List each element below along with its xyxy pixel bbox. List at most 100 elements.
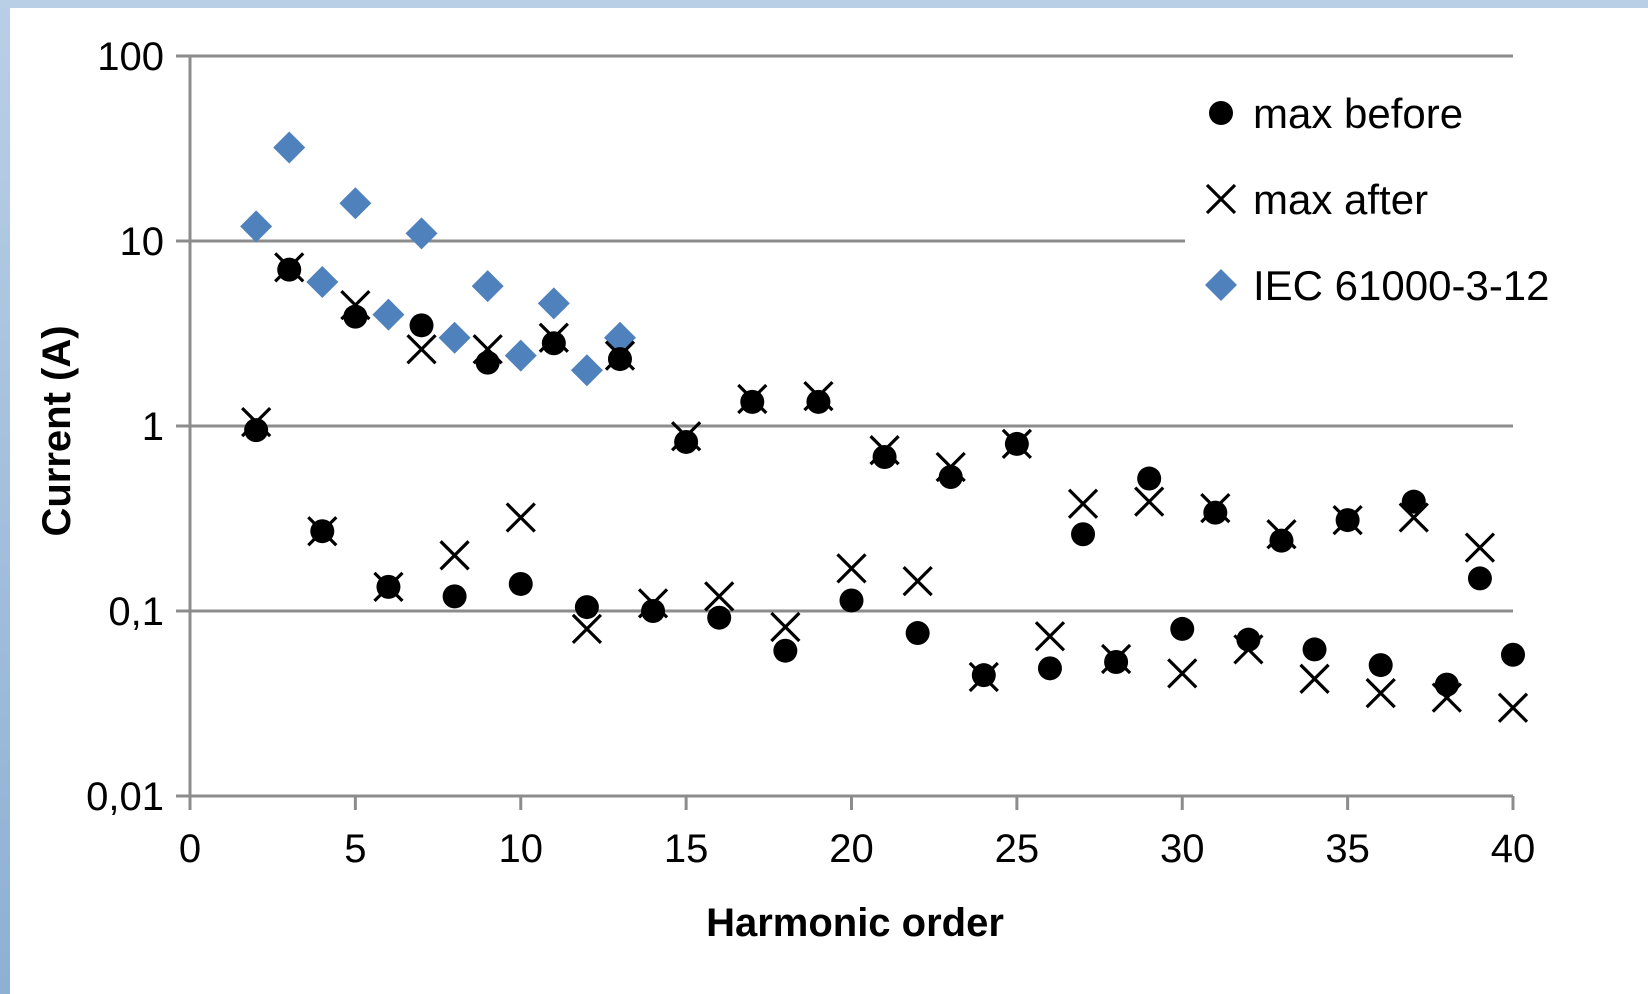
point-cross — [770, 611, 801, 643]
point-circle — [839, 588, 864, 613]
point-cross — [1266, 519, 1297, 550]
point-circle — [773, 638, 798, 663]
point-cross — [869, 435, 900, 466]
point-cross — [472, 334, 503, 365]
x-tick-label: 0 — [179, 827, 201, 871]
point-circle — [1037, 656, 1062, 681]
point-circle — [1071, 522, 1096, 547]
point-circle — [409, 313, 434, 338]
series-max-after — [241, 252, 1529, 723]
point-cross — [968, 661, 999, 693]
legend-label: max after — [1253, 176, 1428, 223]
point-diamond — [372, 298, 405, 331]
point-diamond — [570, 354, 603, 387]
y-tick-label: 1 — [142, 405, 164, 449]
legend-label: max before — [1253, 90, 1463, 137]
point-circle — [1401, 489, 1426, 514]
data-marks — [240, 131, 1529, 723]
axes: 0,01 0,1 1 10 100 0 5 10 15 20 25 30 35 40 — [86, 35, 1535, 871]
point-cross — [1398, 502, 1429, 533]
point-circle — [707, 605, 732, 630]
point-cross — [373, 571, 404, 603]
point-circle — [740, 389, 765, 414]
point-cross — [538, 322, 569, 353]
legend: max before max after IEC 61000-3-12 — [1205, 90, 1550, 309]
point-cross — [803, 381, 834, 412]
point-circle — [1170, 616, 1195, 641]
point-cross — [902, 566, 933, 597]
point-cross — [935, 451, 966, 483]
point-cross — [505, 502, 536, 533]
point-cross — [241, 406, 272, 438]
legend-label: IEC 61000-3-12 — [1253, 262, 1550, 309]
point-circle — [508, 571, 533, 596]
y-tick-label: 10 — [120, 220, 165, 264]
legend-box — [1185, 69, 1555, 327]
point-cross — [1464, 532, 1496, 563]
x-tick-label: 5 — [344, 827, 366, 871]
legend-background — [1185, 69, 1555, 327]
point-cross — [1100, 643, 1132, 675]
x-axis-title: Harmonic order — [706, 901, 1004, 945]
point-circle — [905, 621, 930, 646]
point-cross — [1332, 504, 1363, 536]
point-diamond — [471, 270, 504, 303]
point-circle — [244, 418, 269, 443]
point-circle — [574, 595, 599, 620]
y-tick-label: 0,1 — [108, 590, 164, 634]
point-cross — [1134, 486, 1165, 517]
x-tick-label: 40 — [1491, 827, 1536, 871]
point-cross — [836, 553, 867, 584]
x-tick-label: 35 — [1325, 827, 1370, 871]
point-circle — [442, 584, 467, 609]
point-circle — [1434, 672, 1459, 697]
point-circle — [607, 347, 632, 372]
point-diamond — [273, 131, 306, 164]
point-circle — [343, 304, 368, 329]
point-cross — [340, 290, 371, 321]
point-cross — [1200, 492, 1231, 524]
point-cross — [604, 340, 636, 371]
point-circle — [1501, 642, 1525, 667]
point-diamond — [405, 217, 438, 250]
point-cross — [704, 581, 735, 612]
point-cross — [439, 540, 470, 571]
point-cross — [274, 252, 305, 283]
point-circle — [541, 331, 566, 356]
y-tick-label: 0,01 — [86, 775, 164, 819]
point-circle — [1368, 653, 1393, 678]
series-iec-61000-3-12 — [240, 131, 636, 387]
point-diamond — [438, 321, 471, 354]
legend-marker-diamond — [1205, 269, 1237, 301]
point-circle — [872, 444, 897, 469]
point-diamond — [504, 339, 537, 372]
point-cross — [307, 516, 338, 547]
point-diamond — [306, 266, 339, 299]
x-tick-label: 10 — [499, 827, 544, 871]
x-tick-label: 15 — [664, 827, 709, 871]
point-circle — [1467, 566, 1492, 591]
point-cross — [571, 613, 603, 645]
y-tick-label: 100 — [97, 35, 164, 79]
point-circle — [277, 257, 302, 282]
point-circle — [1137, 466, 1162, 491]
point-cross — [1365, 677, 1396, 709]
point-circle — [674, 429, 699, 454]
point-cross — [1067, 488, 1099, 519]
point-circle — [641, 599, 666, 623]
point-cross — [670, 421, 702, 452]
point-circle — [475, 350, 500, 375]
point-circle — [1269, 528, 1294, 553]
point-cross — [1497, 692, 1529, 723]
point-cross — [1034, 621, 1066, 652]
point-circle — [1104, 650, 1129, 675]
legend-marker-circle — [1209, 101, 1233, 125]
chart-svg: 0,01 0,1 1 10 100 0 5 10 15 20 25 30 35 40 max before… — [35, 35, 1555, 945]
point-cross — [1001, 428, 1033, 460]
point-cross — [737, 383, 768, 415]
x-tick-label: 25 — [995, 827, 1040, 871]
point-cross — [1431, 682, 1462, 713]
point-cross — [1233, 634, 1264, 665]
x-tick-label: 30 — [1160, 827, 1205, 871]
point-circle — [806, 389, 831, 414]
